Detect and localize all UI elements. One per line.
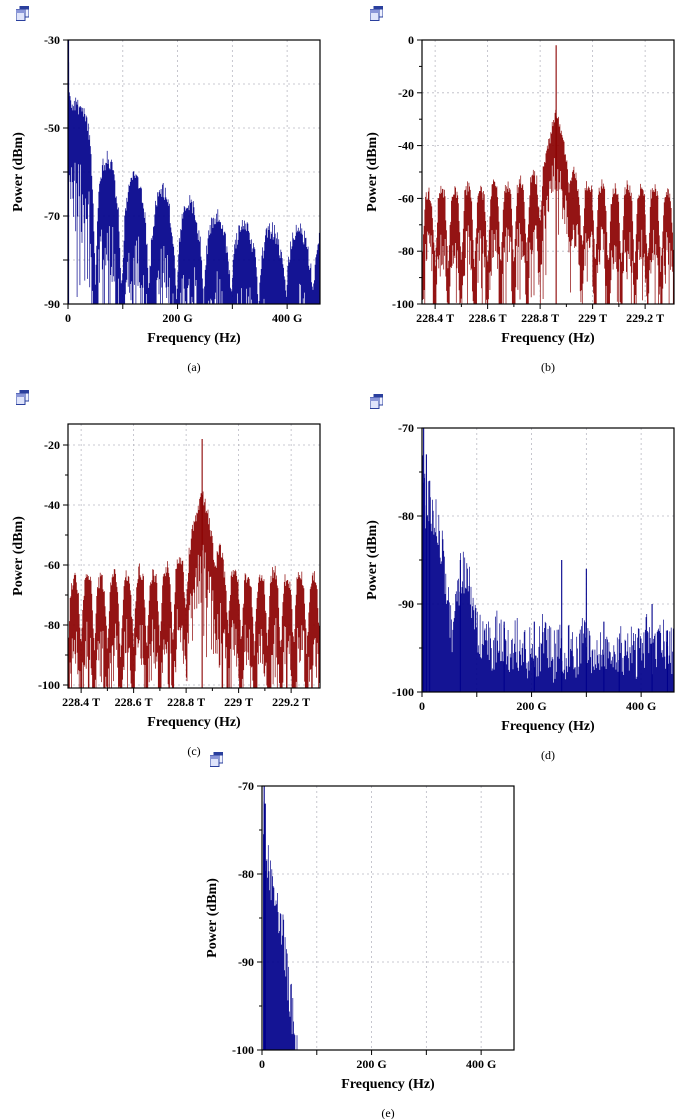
caption-a: (a) (187, 360, 201, 374)
caption-e: (e) (381, 1106, 395, 1119)
caption-d: (d) (541, 748, 555, 762)
plot-window-icon[interactable] (209, 751, 224, 767)
spectrum-plot-a: (a) (6, 4, 336, 382)
spectrum-canvas-e (200, 772, 530, 1108)
plot-window-icon[interactable] (369, 393, 384, 409)
spectrum-plot-e: (e) (200, 750, 530, 1119)
spectrum-plot-b: (b) (360, 4, 690, 382)
plot-window-icon[interactable] (369, 5, 384, 21)
spectrum-plot-d: (d) (360, 392, 690, 770)
spectrum-canvas-c (6, 410, 336, 746)
spectrum-canvas-d (360, 414, 690, 750)
caption-b: (b) (541, 360, 555, 374)
spectrum-plot-c: (c) (6, 388, 336, 766)
plot-window-icon[interactable] (15, 5, 30, 21)
spectrum-canvas-b (360, 26, 690, 362)
plot-window-icon[interactable] (15, 389, 30, 405)
caption-c: (c) (187, 744, 201, 758)
spectrum-canvas-a (6, 26, 336, 362)
